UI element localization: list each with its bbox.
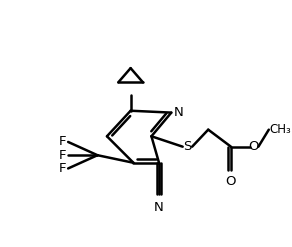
Text: O: O <box>226 175 236 188</box>
Text: CH₃: CH₃ <box>270 123 291 136</box>
Text: N: N <box>174 106 184 119</box>
Text: O: O <box>248 140 259 153</box>
Text: S: S <box>183 140 192 153</box>
Text: F: F <box>59 135 66 148</box>
Text: F: F <box>59 162 66 175</box>
Text: N: N <box>154 201 164 214</box>
Text: F: F <box>59 149 66 162</box>
